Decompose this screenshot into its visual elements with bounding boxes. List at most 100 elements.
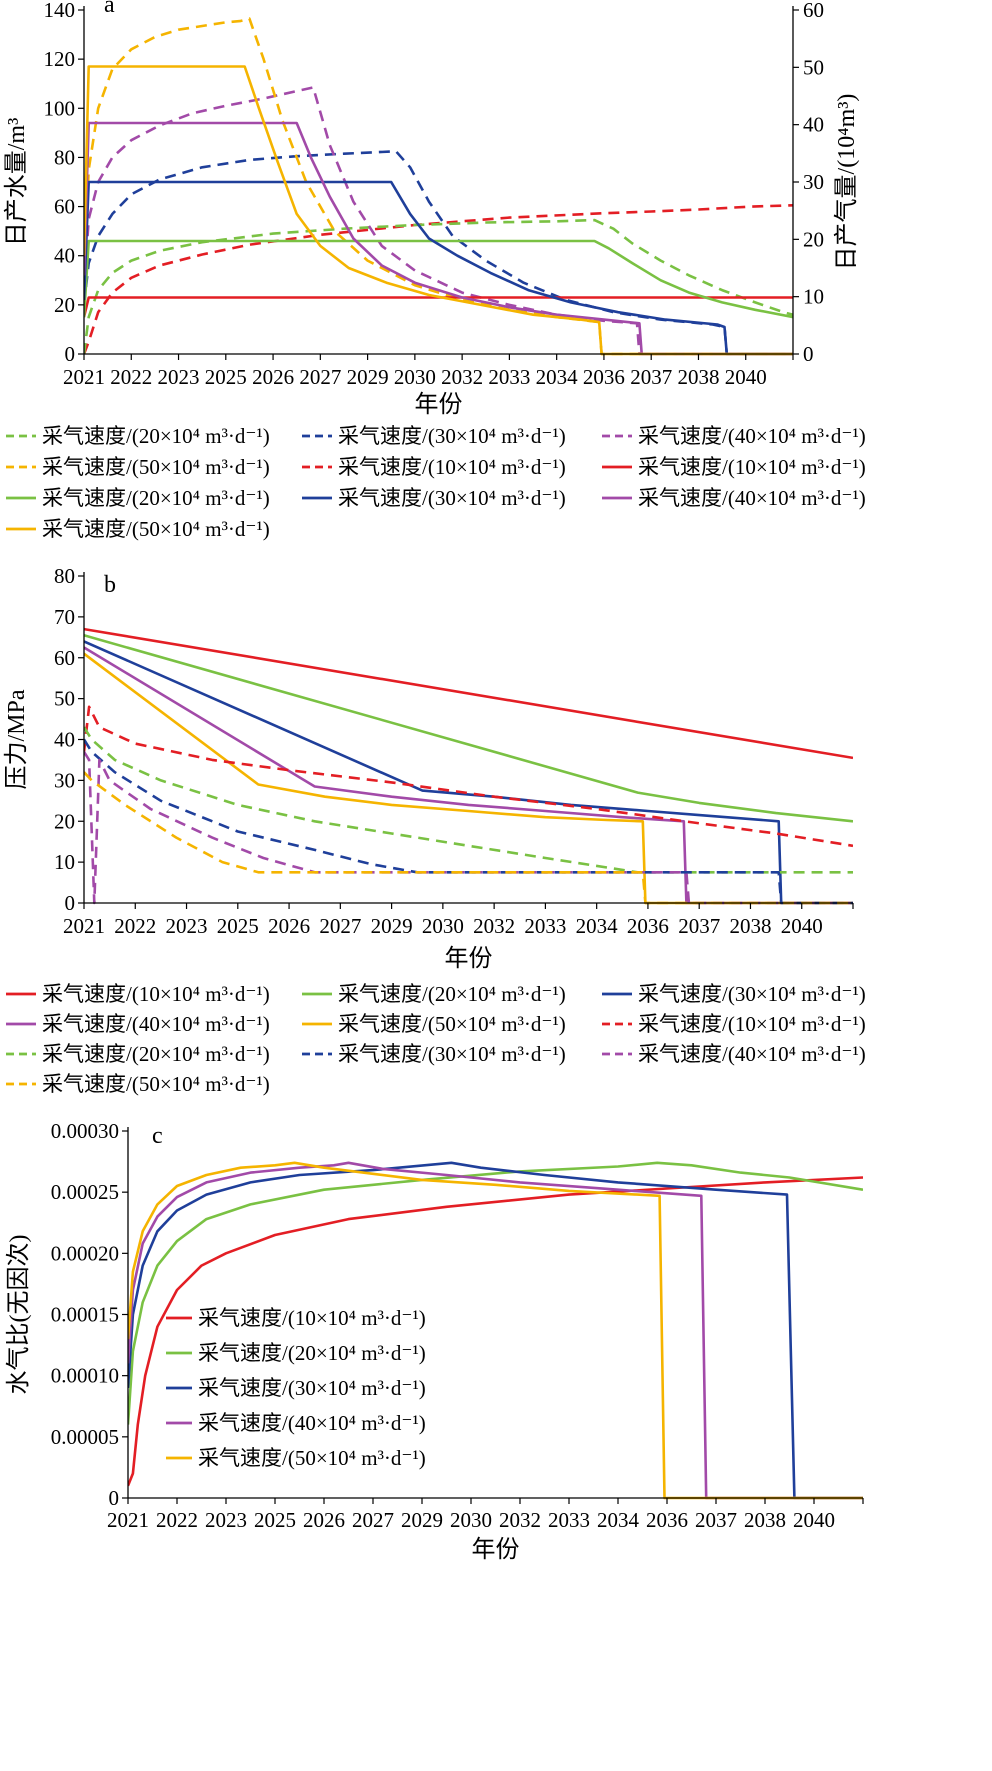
panel-letter: c [152, 1123, 163, 1149]
y-tick-label: 20 [54, 809, 75, 833]
series-line-6 [84, 239, 793, 319]
series-line-9 [84, 65, 793, 356]
series-line-0 [84, 204, 793, 355]
x-tick-label: 2023 [166, 914, 208, 938]
y-tick-label: 40 [54, 244, 75, 268]
y-axis-title: 压力/MPa [3, 689, 30, 789]
legend-label: 采气速度/(40×10⁴ m³·d⁻¹) [198, 1411, 426, 1435]
x-tick-label: 2029 [371, 914, 413, 938]
legend-label: 采气速度/(50×10⁴ m³·d⁻¹) [42, 455, 270, 479]
x-tick-label: 2022 [156, 1508, 198, 1532]
legend-label: 采气速度/(20×10⁴ m³·d⁻¹) [42, 424, 270, 448]
legend-label: 采气速度/(50×10⁴ m³·d⁻¹) [42, 1072, 270, 1096]
x-tick-label: 2038 [744, 1508, 786, 1532]
x-tick-label: 2026 [268, 914, 310, 938]
legend-label: 采气速度/(30×10⁴ m³·d⁻¹) [638, 982, 866, 1006]
panel-a: 2021 2022 2023 2025 2026 2027 2029 2030 2032 2033… [3, 0, 866, 541]
y-tick-label: 120 [44, 47, 76, 71]
legend-label: 采气速度/(30×10⁴ m³·d⁻¹) [338, 486, 566, 510]
x-tick-label: 2030 [422, 914, 464, 938]
series-group [84, 627, 853, 905]
x-tick-label: 2021 [107, 1508, 149, 1532]
x-tick-label: 2040 [793, 1508, 835, 1532]
series-line-3 [128, 1161, 863, 1500]
series-line-5 [84, 705, 853, 848]
legend-label: 采气速度/(30×10⁴ m³·d⁻¹) [198, 1376, 426, 1400]
series-line-2 [128, 1161, 863, 1500]
x-tick-label: 2021 [63, 365, 105, 389]
series-line-1 [84, 218, 793, 355]
y-tick-label: 60 [54, 646, 75, 670]
x-tick-label: 2032 [499, 1508, 541, 1532]
x-tick-label: 2034 [576, 914, 619, 938]
legend-label: 采气速度/(10×10⁴ m³·d⁻¹) [42, 982, 270, 1006]
x-tick-label: 2029 [401, 1508, 443, 1532]
series-line-0 [84, 627, 853, 760]
x-tick-label: 2026 [303, 1508, 345, 1532]
legend-label: 采气速度/(10×10⁴ m³·d⁻¹) [638, 455, 866, 479]
legend-label: 采气速度/(40×10⁴ m³·d⁻¹) [638, 486, 866, 510]
y-right-tick-label: 50 [803, 55, 824, 79]
legend-label: 采气速度/(40×10⁴ m³·d⁻¹) [638, 424, 866, 448]
y-tick-label: 60 [54, 195, 75, 219]
y-tick-label: 0.00015 [51, 1303, 119, 1327]
legend-label: 采气速度/(20×10⁴ m³·d⁻¹) [198, 1341, 426, 1365]
x-tick-label: 2037 [678, 914, 720, 938]
series-line-2 [84, 640, 853, 905]
x-tick-label: 2023 [158, 365, 200, 389]
y-tick-label: 0 [65, 891, 76, 915]
y-tick-label: 10 [54, 850, 75, 874]
x-tick-label: 2027 [299, 365, 341, 389]
y-tick-label: 0.00030 [51, 1119, 119, 1143]
y-tick-label: 20 [54, 293, 75, 317]
series-line-4 [128, 1161, 863, 1500]
y-tick-label: 0.00010 [51, 1364, 119, 1388]
x-tick-label: 2026 [252, 365, 294, 389]
series-line-8 [84, 121, 793, 356]
y-right-tick-label: 60 [803, 0, 824, 22]
x-tick-label: 2038 [677, 365, 719, 389]
legend-label: 采气速度/(20×10⁴ m³·d⁻¹) [338, 982, 566, 1006]
legend-label: 采气速度/(10×10⁴ m³·d⁻¹) [338, 455, 566, 479]
x-tick-label: 2034 [536, 365, 579, 389]
x-tick-label: 2023 [205, 1508, 247, 1532]
y-tick-label: 80 [54, 145, 75, 169]
legend-label: 采气速度/(50×10⁴ m³·d⁻¹) [338, 1012, 566, 1036]
x-tick-label: 2029 [347, 365, 389, 389]
series-line-4 [84, 652, 853, 905]
series-line-1 [128, 1161, 863, 1425]
x-tick-label: 2030 [450, 1508, 492, 1532]
y-tick-label: 50 [54, 687, 75, 711]
series-line-9 [84, 771, 853, 905]
y-tick-label: 0.00025 [51, 1180, 119, 1204]
x-tick-label: 2025 [254, 1508, 296, 1532]
x-tick-label: 2032 [473, 914, 515, 938]
x-tick-label: 2033 [548, 1508, 590, 1532]
y-right-tick-label: 20 [803, 227, 824, 251]
y-tick-label: 100 [44, 96, 76, 120]
series-line-4 [84, 17, 793, 356]
series-line-3 [84, 86, 793, 356]
panel-b: 2021 2022 2023 2025 2026 2027 2029 2030 2032 2033… [3, 564, 866, 1096]
x-tick-label: 2021 [63, 914, 105, 938]
legend-label: 采气速度/(30×10⁴ m³·d⁻¹) [338, 1042, 566, 1066]
legend-label: 采气速度/(40×10⁴ m³·d⁻¹) [42, 1012, 270, 1036]
series-group [84, 17, 793, 356]
y-right-tick-label: 30 [803, 170, 824, 194]
legend-label: 采气速度/(10×10⁴ m³·d⁻¹) [638, 1012, 866, 1036]
legend-label: 采气速度/(50×10⁴ m³·d⁻¹) [198, 1446, 426, 1470]
x-tick-label: 2033 [488, 365, 530, 389]
series-line-0 [128, 1176, 863, 1487]
series-line-7 [84, 180, 793, 356]
y-right-tick-label: 40 [803, 113, 824, 137]
series-group [128, 1161, 863, 1500]
x-tick-label: 2022 [110, 365, 152, 389]
y-tick-label: 70 [54, 605, 75, 629]
legend-label: 采气速度/(20×10⁴ m³·d⁻¹) [42, 1042, 270, 1066]
x-tick-label: 2038 [729, 914, 771, 938]
series-line-8 [84, 751, 853, 905]
panel-letter: b [104, 572, 116, 598]
x-tick-label: 2025 [205, 365, 247, 389]
y-tick-label: 0 [65, 342, 76, 366]
